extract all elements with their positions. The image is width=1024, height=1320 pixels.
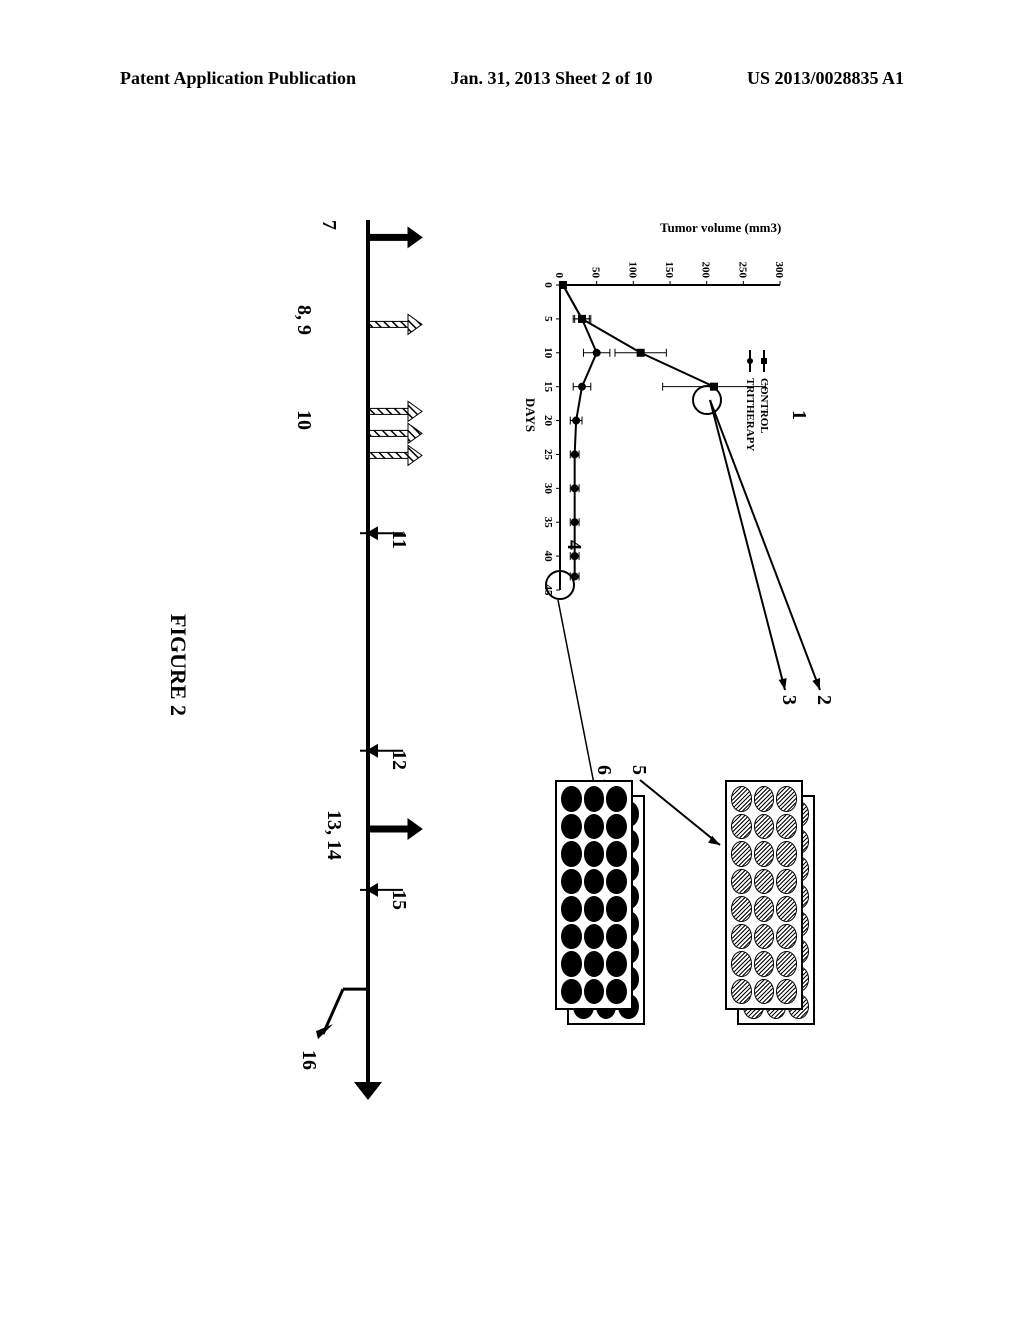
callout-8-9: 8, 9: [292, 305, 315, 335]
svg-text:250: 250: [736, 262, 748, 279]
header-left: Patent Application Publication: [120, 68, 356, 89]
svg-text:35: 35: [542, 517, 554, 529]
chart-callout-1: 1: [787, 410, 810, 420]
figure-caption: FIGURE 2: [165, 614, 191, 716]
callout-6: 6: [592, 765, 615, 775]
callout-12: 12: [387, 750, 410, 770]
timeline-events-svg: [280, 220, 470, 1120]
callout-7: 7: [317, 220, 340, 230]
plate-top-front: [725, 780, 803, 1010]
svg-text:25: 25: [542, 449, 554, 461]
highlight-control-pt: [692, 385, 722, 415]
chart-legend: CONTROL TRITHERAPY: [742, 350, 770, 451]
svg-text:30: 30: [542, 483, 554, 495]
svg-text:300: 300: [773, 262, 785, 279]
figure-inner: 1 Tumor volume (mm3) DAYS 05010015020025…: [150, 190, 830, 1140]
highlight-tritherapy-pt: [545, 570, 575, 600]
callout-11: 11: [387, 530, 410, 549]
assay-plates: [535, 780, 815, 1060]
figure-2-container: 1 Tumor volume (mm3) DAYS 05010015020025…: [15, 325, 965, 1005]
callout-2: 2: [812, 695, 835, 705]
legend-tritherapy: TRITHERAPY: [744, 350, 756, 451]
page-header: Patent Application Publication Jan. 31, …: [0, 68, 1024, 89]
svg-text:0: 0: [542, 282, 554, 288]
svg-text:0: 0: [553, 273, 565, 279]
svg-text:50: 50: [590, 267, 602, 279]
svg-text:40: 40: [542, 551, 554, 563]
svg-text:200: 200: [700, 262, 712, 279]
svg-text:5: 5: [542, 316, 554, 322]
plate-bottom-front: [555, 780, 633, 1010]
header-right: US 2013/0028835 A1: [747, 68, 904, 89]
callout-4: 4: [562, 540, 585, 550]
legend-control-label: CONTROL: [758, 378, 770, 434]
header-center: Jan. 31, 2013 Sheet 2 of 10: [451, 68, 653, 89]
svg-text:10: 10: [542, 347, 554, 359]
legend-tritherapy-label: TRITHERAPY: [744, 378, 756, 451]
callout-16: 16: [297, 1050, 320, 1070]
callout-13-14: 13, 14: [322, 810, 345, 860]
callout-15: 15: [387, 890, 410, 910]
timeline: 7 8, 9 10 11 12 13, 14 15 16: [280, 220, 470, 1120]
svg-text:100: 100: [626, 262, 638, 279]
svg-text:15: 15: [542, 381, 554, 393]
callout-3: 3: [777, 695, 800, 705]
svg-text:150: 150: [663, 262, 675, 279]
legend-control: CONTROL: [758, 350, 770, 451]
callout-10: 10: [292, 410, 315, 430]
callout-5: 5: [627, 765, 650, 775]
svg-text:20: 20: [542, 415, 554, 427]
